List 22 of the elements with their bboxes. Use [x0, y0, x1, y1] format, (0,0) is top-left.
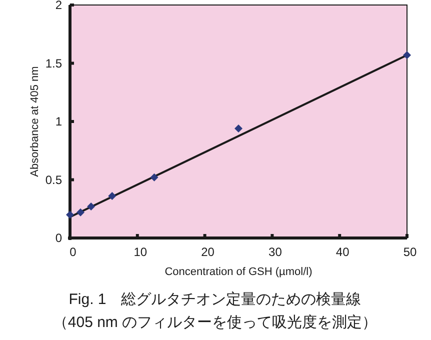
- x-tick-label: 40: [336, 245, 350, 259]
- y-tick-label: 1.5: [45, 56, 62, 70]
- y-tick-label: 0.5: [45, 172, 62, 187]
- text: （405 nm のフィルターを使って吸光度を測定）: [52, 314, 378, 331]
- x-axis-title: Concentration of GSH (µmol/l): [164, 266, 312, 278]
- y-tick-label: 1: [55, 114, 62, 128]
- point: [87, 202, 96, 211]
- y-tick-label: 2: [55, 0, 62, 12]
- x-tick-label: 50: [403, 245, 417, 259]
- point: [76, 208, 85, 216]
- y-axis-title: Absorbance at 405 nm: [29, 66, 41, 177]
- x-tick-label: 30: [268, 245, 282, 259]
- x-tick-label: 10: [134, 245, 148, 259]
- point: [150, 173, 158, 182]
- text: Fig. 1 総グルタチオン定量のための検量線: [68, 291, 362, 308]
- x-tick-label: 20: [201, 245, 215, 259]
- point: [66, 210, 74, 219]
- point: [234, 124, 242, 132]
- y-tick-label: 0: [55, 231, 62, 245]
- x-tick-label: 0: [70, 245, 77, 259]
- point: [403, 51, 411, 60]
- point: [108, 192, 116, 200]
